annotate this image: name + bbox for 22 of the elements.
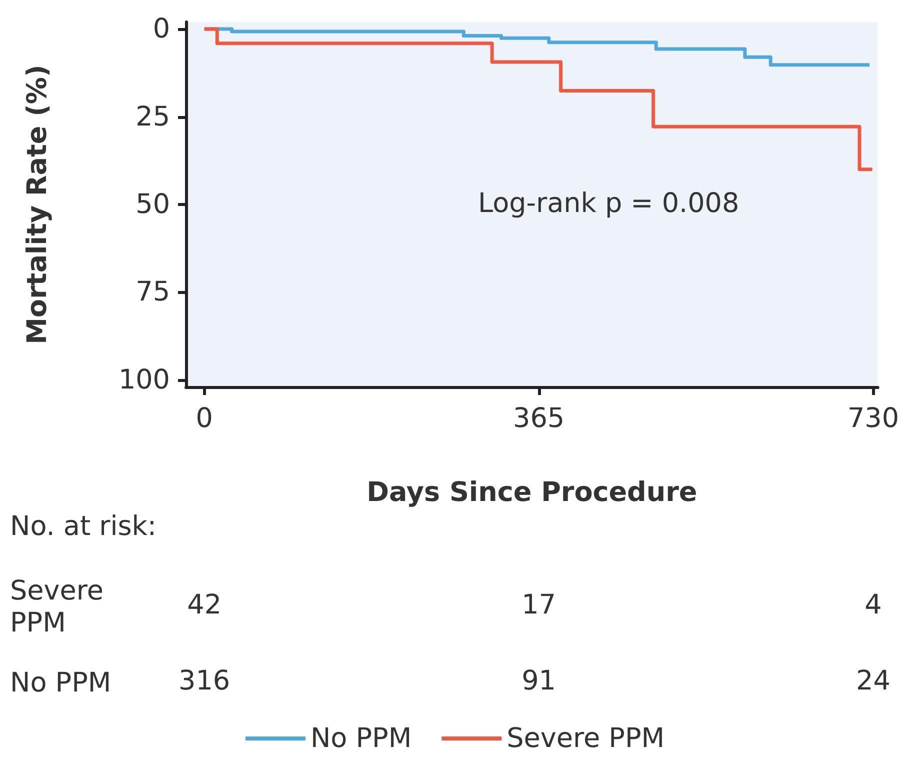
text: No. at risk: (10, 511, 157, 542)
text: No PPM (10, 668, 112, 698)
y-axis-title: Mortality Rate (%) (22, 64, 53, 344)
x-tick-label: 730 (847, 403, 900, 434)
text: 17 (522, 590, 556, 620)
text: 42 (187, 590, 222, 620)
legend-label: No PPM (310, 723, 412, 754)
annotation: Log-rank p = 0.008 (478, 188, 740, 219)
text: 4 (864, 590, 882, 620)
legend-label: Severe PPM (506, 723, 665, 754)
y-tick-label: 50 (136, 189, 170, 220)
y-tick-label: 75 (136, 276, 170, 308)
text: 91 (522, 666, 556, 696)
y-tick-label: 100 (118, 364, 170, 396)
y-tick-label: 0 (152, 14, 170, 45)
text: 24 (856, 666, 890, 696)
text: Severe PPM (10, 576, 112, 638)
x-axis-title: Days Since Procedure (366, 477, 698, 508)
text: 316 (178, 666, 230, 696)
x-tick-label: 0 (196, 403, 213, 434)
y-tick-label: 25 (136, 101, 170, 132)
x-tick-label: 365 (513, 403, 565, 434)
